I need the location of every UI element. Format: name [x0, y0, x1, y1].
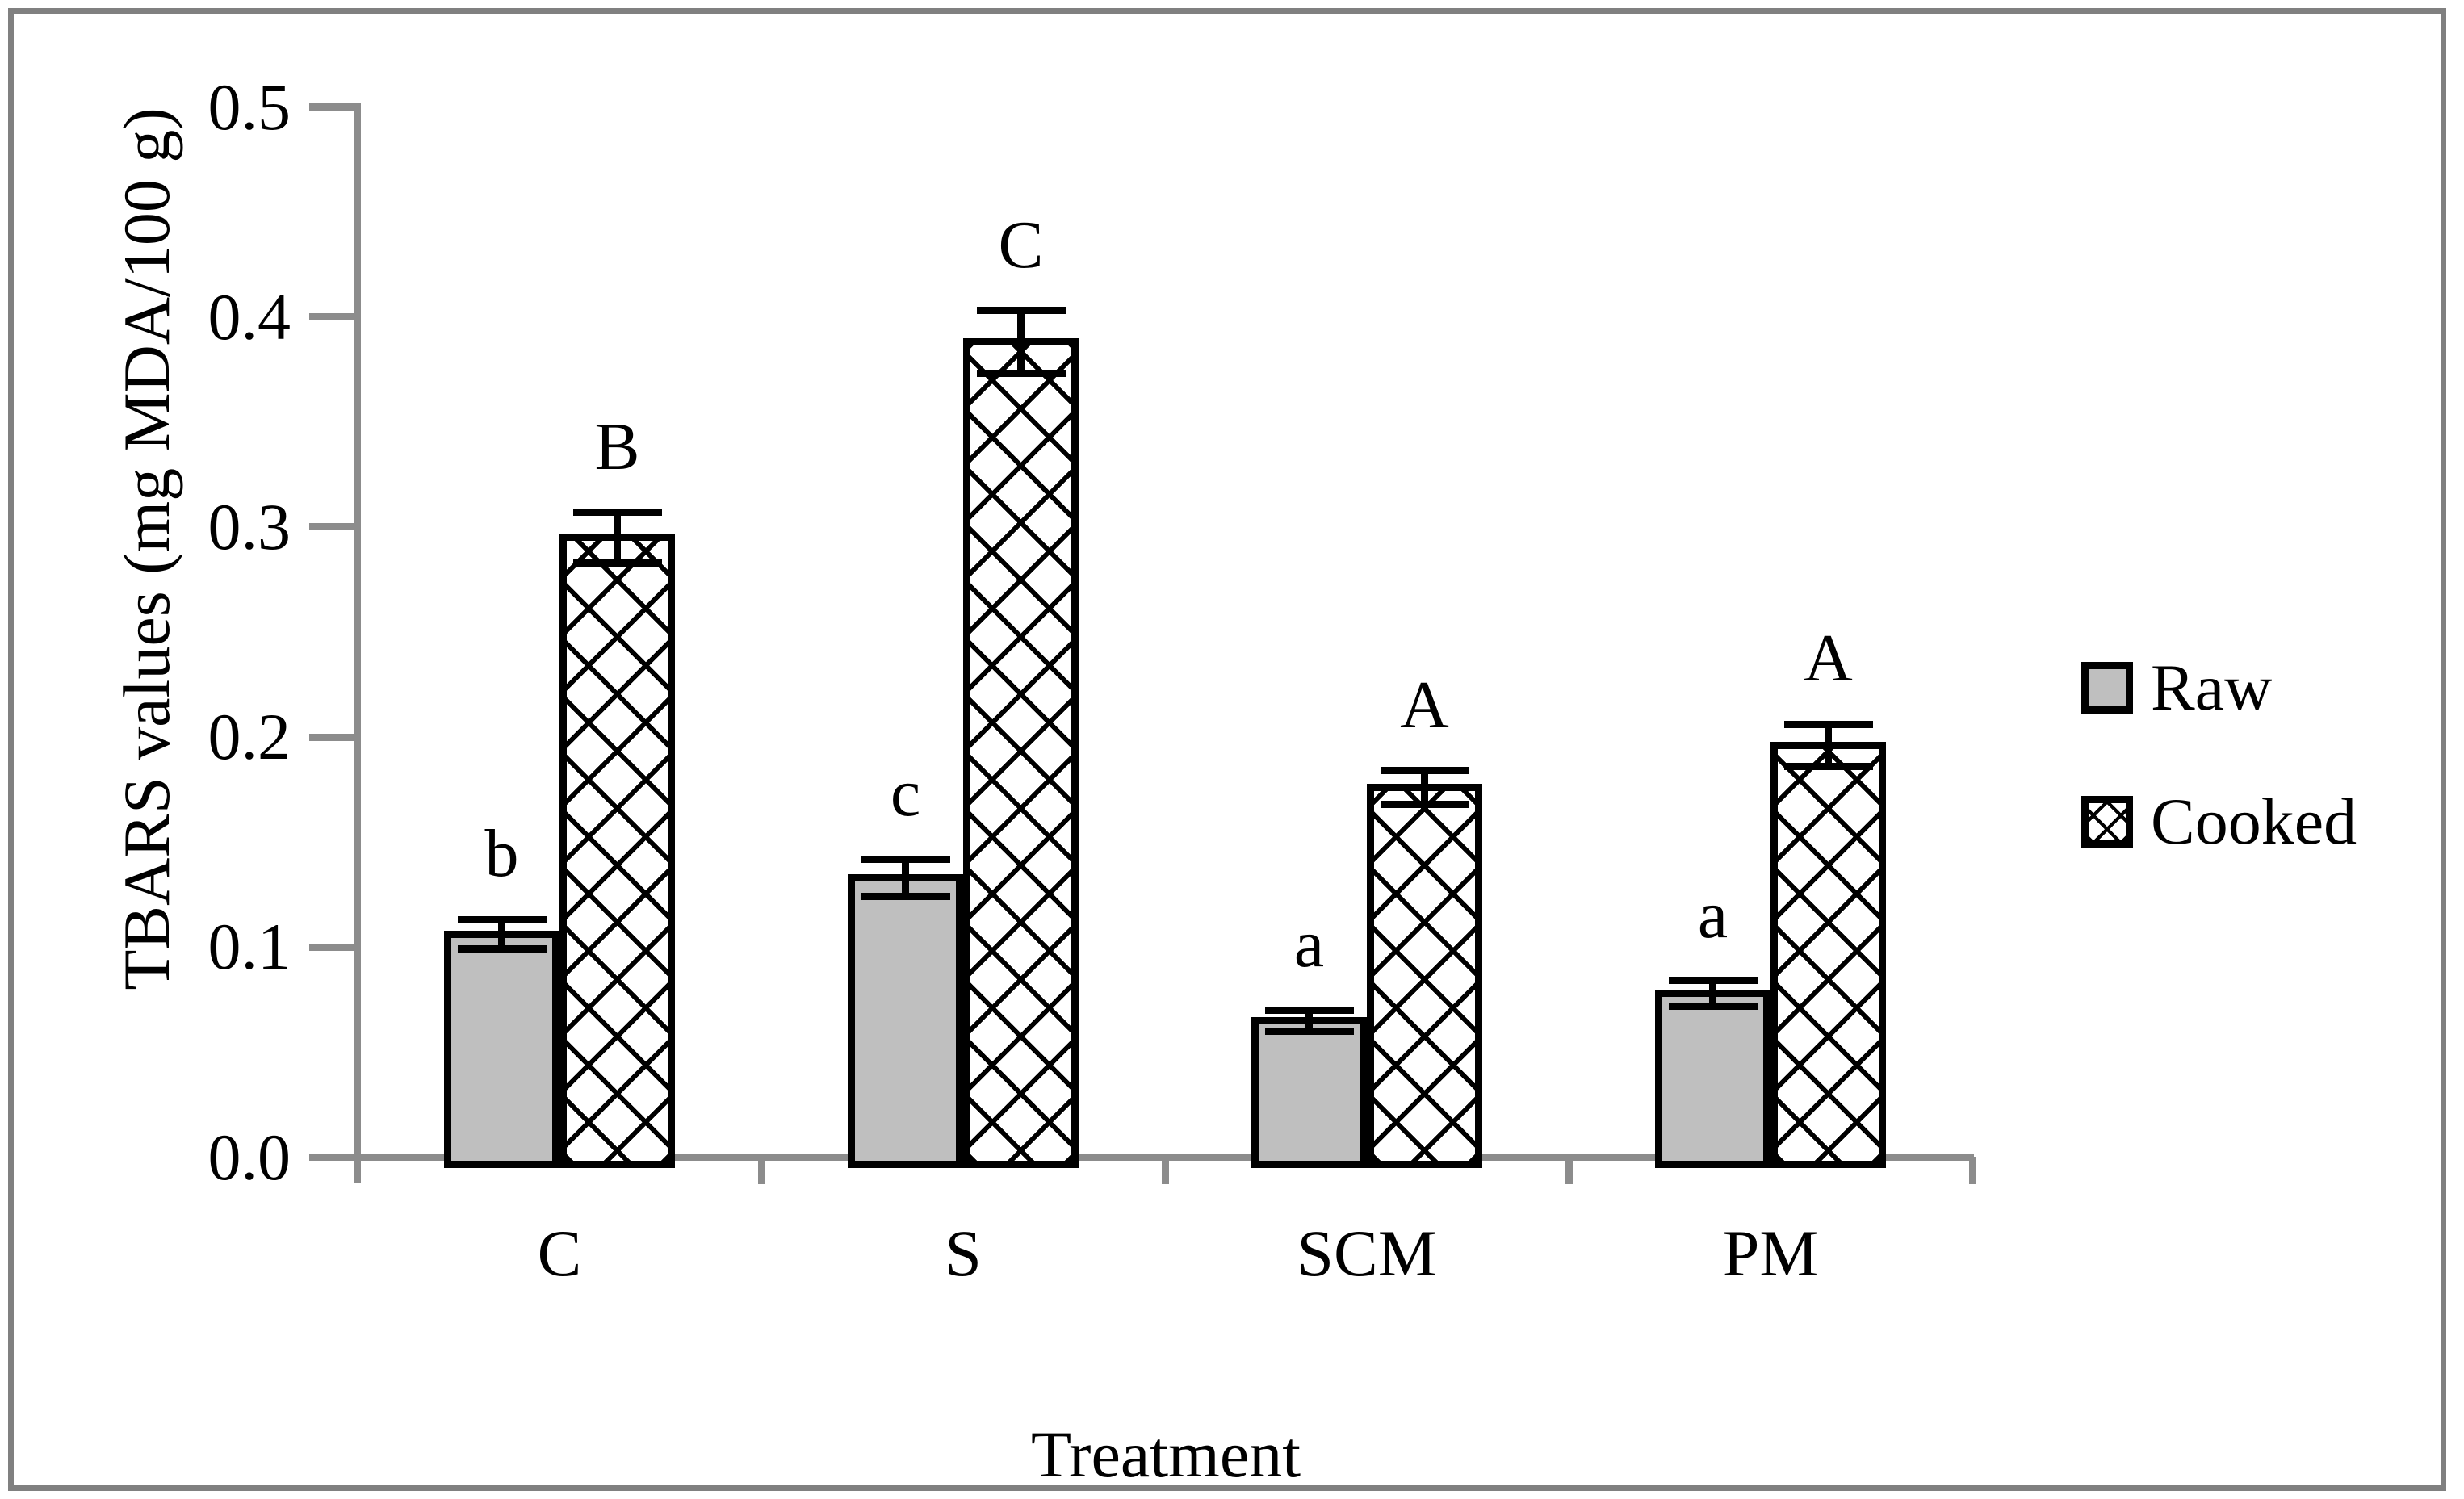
legend-label-cooked: Cooked [2151, 785, 2357, 858]
y-tick-label-0.3: 0.3 [207, 489, 291, 563]
figure-frame [8, 8, 2446, 1491]
errorbar-cap-bottom-raw-PM [1668, 1002, 1758, 1010]
cooked-swatch-icon [2081, 796, 2133, 848]
y-axis-line [354, 103, 361, 1183]
errorbar-cap-bottom-raw-S [861, 893, 950, 901]
errorbar-line-raw-S [902, 859, 909, 897]
y-tick-label-0.1: 0.1 [207, 910, 291, 984]
sig-letter-raw-S: c [890, 756, 921, 831]
y-tick-0.0 [309, 1154, 358, 1161]
y-tick-label-0.4: 0.4 [207, 279, 291, 354]
errorbar-line-cooked-C [614, 512, 621, 563]
bar-raw-SCM [1251, 1016, 1367, 1168]
errorbar-cap-top-cooked-SCM [1380, 767, 1469, 775]
errorbar-cap-bottom-cooked-PM [1783, 763, 1873, 771]
x-tick-4 [1968, 1157, 1976, 1184]
y-tick-0.4 [309, 313, 358, 321]
errorbar-cap-bottom-cooked-S [976, 370, 1066, 378]
y-tick-0.3 [309, 523, 358, 531]
errorbar-cap-top-cooked-C [572, 509, 662, 517]
sig-letter-raw-PM: a [1697, 877, 1729, 953]
legend-label-raw: Raw [2151, 651, 2273, 724]
bar-cooked-SCM [1367, 784, 1482, 1168]
x-tick-label-PM: PM [1722, 1216, 1819, 1290]
y-tick-0.1 [309, 943, 358, 951]
y-tick-label-0.2: 0.2 [207, 700, 291, 774]
legend-item-raw: Raw [2081, 651, 2420, 724]
y-axis-title: TBARS values (mg MDA/100 g) [110, 107, 183, 990]
bar-cooked-PM [1770, 742, 1886, 1168]
errorbar-line-raw-C [498, 919, 505, 949]
bar-raw-C [444, 931, 559, 1168]
sig-letter-cooked-C: B [594, 408, 640, 484]
x-tick-3 [1565, 1157, 1573, 1184]
raw-swatch-icon [2081, 662, 2133, 714]
sig-letter-cooked-PM: A [1804, 621, 1853, 697]
bar-raw-PM [1655, 990, 1770, 1168]
sig-letter-raw-SCM: a [1293, 907, 1325, 982]
x-tick-label-SCM: SCM [1297, 1216, 1437, 1290]
errorbar-cap-top-cooked-S [976, 307, 1066, 315]
errorbar-cap-top-raw-S [861, 855, 950, 863]
errorbar-cap-bottom-raw-C [457, 945, 547, 953]
y-tick-0.5 [309, 103, 358, 111]
errorbar-cap-top-cooked-PM [1783, 720, 1873, 728]
errorbar-cap-bottom-raw-SCM [1264, 1027, 1354, 1035]
y-tick-label-0.5: 0.5 [207, 69, 291, 144]
legend: Raw Cooked [2081, 651, 2420, 930]
y-tick-label-0.0: 0.0 [207, 1120, 291, 1194]
x-axis-line [309, 1154, 1974, 1161]
bar-cooked-S [963, 338, 1079, 1168]
x-tick-label-C: C [537, 1216, 582, 1290]
sig-letter-cooked-S: C [998, 207, 1044, 283]
errorbar-line-raw-SCM [1305, 1010, 1313, 1032]
legend-item-cooked: Cooked [2081, 785, 2420, 858]
errorbar-cap-top-raw-SCM [1264, 1006, 1354, 1014]
x-tick-2 [1161, 1157, 1169, 1184]
x-tick-label-S: S [945, 1216, 982, 1290]
bar-cooked-C [559, 534, 675, 1168]
errorbar-cap-bottom-cooked-SCM [1380, 800, 1469, 808]
errorbar-line-raw-PM [1709, 980, 1716, 1007]
bar-raw-S [848, 873, 963, 1168]
sig-letter-cooked-SCM: A [1400, 667, 1449, 743]
errorbar-line-cooked-SCM [1421, 770, 1428, 805]
errorbar-line-cooked-PM [1825, 724, 1832, 767]
x-axis-title: Treatment [1030, 1417, 1301, 1491]
errorbar-cap-top-raw-C [457, 915, 547, 923]
errorbar-cap-bottom-cooked-C [572, 559, 662, 567]
errorbar-line-cooked-S [1017, 310, 1025, 374]
x-tick-1 [757, 1157, 765, 1184]
sig-letter-raw-C: b [484, 816, 519, 892]
errorbar-cap-top-raw-PM [1668, 977, 1758, 985]
y-tick-0.2 [309, 733, 358, 741]
